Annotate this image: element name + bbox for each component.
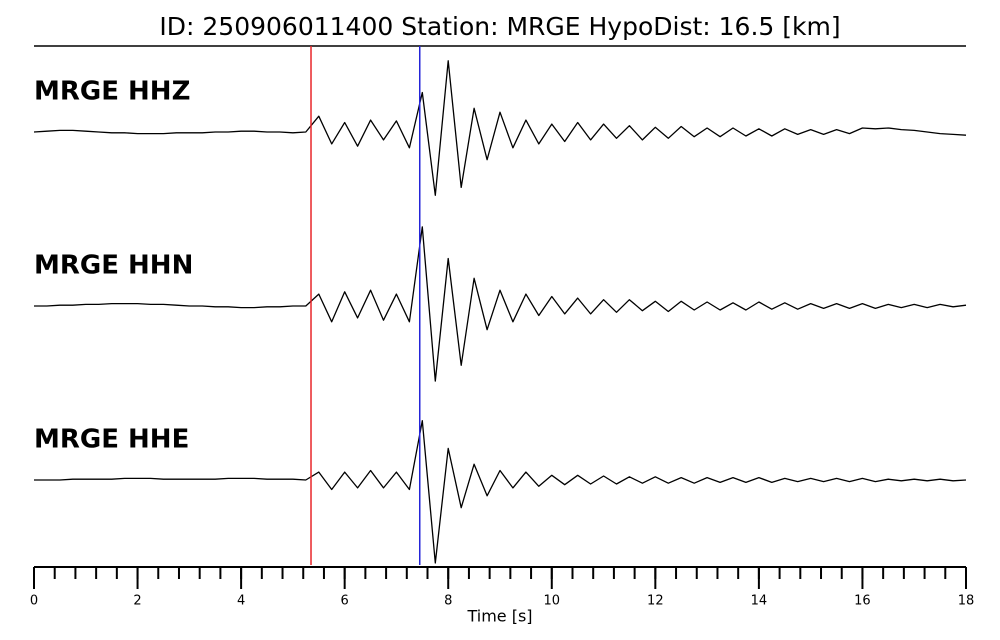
x-tick-label: 16 — [854, 594, 871, 609]
x-tick-label: 10 — [544, 594, 561, 609]
x-tick-label: 4 — [237, 594, 245, 609]
channel-label: MRGE HHN — [34, 251, 193, 281]
x-axis-label: Time [s] — [466, 607, 532, 626]
x-tick-label: 6 — [341, 594, 349, 609]
channel-label: MRGE HHZ — [34, 77, 190, 107]
x-tick-label: 12 — [647, 594, 664, 609]
x-tick-label: 2 — [133, 594, 141, 609]
x-tick-label: 8 — [444, 594, 452, 609]
channel-label: MRGE HHE — [34, 425, 189, 455]
waveform — [34, 420, 967, 564]
x-tick-label: 14 — [751, 594, 768, 609]
waveform — [33, 60, 967, 196]
x-tick-label: 0 — [30, 594, 38, 609]
waveform — [34, 226, 967, 382]
x-tick-label: 18 — [958, 594, 975, 609]
chart-title: ID: 250906011400 Station: MRGE HypoDist:… — [159, 12, 840, 41]
